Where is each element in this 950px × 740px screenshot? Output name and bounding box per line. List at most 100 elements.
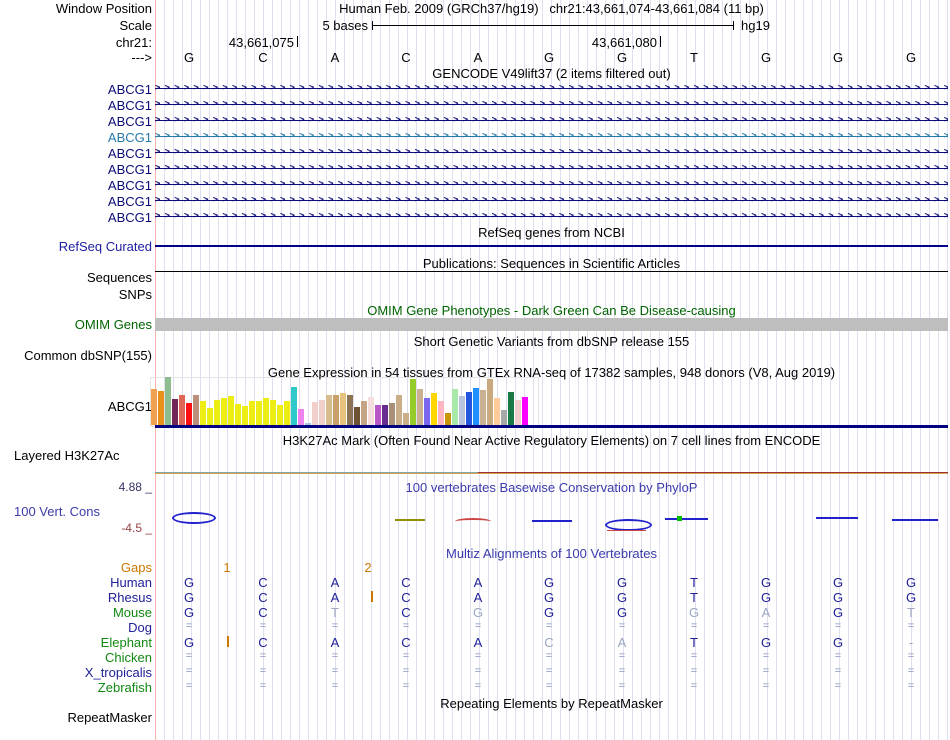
gtex-tissue-bar[interactable] xyxy=(263,398,269,425)
conservation-label[interactable]: 100 Vert. Cons xyxy=(14,504,100,519)
gtex-tissue-bar[interactable] xyxy=(354,407,360,425)
gtex-tissue-bar[interactable] xyxy=(158,391,164,425)
transcript-label[interactable]: ABCG1 xyxy=(107,114,152,129)
gtex-tissue-bar[interactable] xyxy=(277,405,283,425)
gtex-tissue-bar[interactable] xyxy=(256,401,262,425)
gtex-tissue-bar[interactable] xyxy=(389,403,395,425)
gtex-tissue-bar[interactable] xyxy=(382,405,388,425)
conservation-track-title[interactable]: 100 vertebrates Basewise Conservation by… xyxy=(405,480,698,495)
gtex-tissue-bar[interactable] xyxy=(375,405,381,425)
gtex-tissue-bar[interactable] xyxy=(424,398,430,425)
species-label[interactable]: Elephant xyxy=(100,635,152,650)
gtex-track-title[interactable]: Gene Expression in 54 tissues from GTEx … xyxy=(267,365,836,380)
gtex-tissue-bar[interactable] xyxy=(473,388,479,425)
gtex-tissue-bar[interactable] xyxy=(417,389,423,425)
species-label[interactable]: Mouse xyxy=(112,605,152,620)
transcript-label[interactable]: ABCG1 xyxy=(107,210,152,225)
gtex-tissue-bar[interactable] xyxy=(452,389,458,425)
refseq-curated-label[interactable]: RefSeq Curated xyxy=(58,239,152,254)
gtex-tissue-bar[interactable] xyxy=(221,398,227,425)
gtex-tissue-bar[interactable] xyxy=(515,400,521,425)
gtex-gene-label[interactable]: ABCG1 xyxy=(107,399,152,414)
omim-genes-label[interactable]: OMIM Genes xyxy=(74,317,152,332)
gtex-tissue-bar[interactable] xyxy=(319,400,325,425)
species-label[interactable]: Zebrafish xyxy=(97,680,152,695)
h3k27ac-signal-left[interactable] xyxy=(155,472,478,473)
transcript-item[interactable]: >>>>>>>>>>>>>>>>>>>>>>>>>>>>>>>>>>>>>>>>… xyxy=(155,146,948,159)
gtex-tissue-bar[interactable] xyxy=(410,379,416,425)
gtex-tissue-bar[interactable] xyxy=(368,397,374,425)
sequences-label[interactable]: Sequences xyxy=(86,270,152,285)
gtex-tissue-bar[interactable] xyxy=(270,400,276,425)
gtex-baseline[interactable] xyxy=(155,425,948,428)
gtex-tissue-bar[interactable] xyxy=(445,413,451,425)
transcript-item[interactable]: >>>>>>>>>>>>>>>>>>>>>>>>>>>>>>>>>>>>>>>>… xyxy=(155,82,948,95)
gtex-tissue-bar[interactable] xyxy=(151,389,157,425)
gtex-tissue-bar[interactable] xyxy=(179,395,185,425)
gtex-tissue-bar[interactable] xyxy=(291,387,297,425)
gtex-tissue-bar[interactable] xyxy=(438,401,444,425)
gtex-tissue-bar[interactable] xyxy=(186,403,192,425)
transcript-item[interactable]: >>>>>>>>>>>>>>>>>>>>>>>>>>>>>>>>>>>>>>>>… xyxy=(155,98,948,111)
gtex-tissue-bar[interactable] xyxy=(214,400,220,425)
refseq-track-title[interactable]: RefSeq genes from NCBI xyxy=(478,225,625,240)
dbsnp-track-title[interactable]: Short Genetic Variants from dbSNP releas… xyxy=(413,334,690,349)
transcript-label[interactable]: ABCG1 xyxy=(107,98,152,113)
transcript-item[interactable]: >>>>>>>>>>>>>>>>>>>>>>>>>>>>>>>>>>>>>>>>… xyxy=(155,162,948,175)
snps-label[interactable]: SNPs xyxy=(118,287,152,302)
gtex-tissue-bar[interactable] xyxy=(200,401,206,425)
gtex-tissue-bar[interactable] xyxy=(501,410,507,425)
gtex-tissue-bar[interactable] xyxy=(172,399,178,425)
gtex-tissue-bar[interactable] xyxy=(284,401,290,425)
gtex-tissue-bar[interactable] xyxy=(347,395,353,425)
gtex-tissue-bar[interactable] xyxy=(305,423,311,425)
transcript-item[interactable]: >>>>>>>>>>>>>>>>>>>>>>>>>>>>>>>>>>>>>>>>… xyxy=(155,194,948,207)
transcript-label[interactable]: ABCG1 xyxy=(107,146,152,161)
transcript-label[interactable]: ABCG1 xyxy=(107,130,152,145)
transcript-item[interactable]: >>>>>>>>>>>>>>>>>>>>>>>>>>>>>>>>>>>>>>>>… xyxy=(155,210,948,223)
gtex-tissue-bar[interactable] xyxy=(235,404,241,425)
species-label[interactable]: Dog xyxy=(128,620,152,635)
species-label[interactable]: X_tropicalis xyxy=(84,665,152,680)
h3k27ac-label[interactable]: Layered H3K27Ac xyxy=(14,448,120,463)
gtex-tissue-bar[interactable] xyxy=(326,395,332,425)
transcript-item[interactable]: >>>>>>>>>>>>>>>>>>>>>>>>>>>>>>>>>>>>>>>>… xyxy=(155,114,948,127)
gtex-tissue-bar[interactable] xyxy=(494,398,500,425)
transcript-label[interactable]: ABCG1 xyxy=(107,82,152,97)
gtex-tissue-bar[interactable] xyxy=(193,395,199,425)
transcript-item[interactable]: >>>>>>>>>>>>>>>>>>>>>>>>>>>>>>>>>>>>>>>>… xyxy=(155,130,948,143)
species-label[interactable]: Chicken xyxy=(105,650,152,665)
species-label[interactable]: Rhesus xyxy=(107,590,152,605)
gtex-tissue-bar[interactable] xyxy=(466,392,472,425)
transcript-label[interactable]: ABCG1 xyxy=(107,178,152,193)
repeatmasker-label[interactable]: RepeatMasker xyxy=(67,710,152,725)
gtex-tissue-bar[interactable] xyxy=(480,390,486,425)
gtex-tissue-bar[interactable] xyxy=(431,393,437,425)
gtex-tissue-bar[interactable] xyxy=(165,377,171,425)
gtex-tissue-bar[interactable] xyxy=(298,409,304,425)
gtex-tissue-bar[interactable] xyxy=(242,406,248,425)
gtex-tissue-bar[interactable] xyxy=(396,395,402,425)
omim-track-title[interactable]: OMIM Gene Phenotypes - Dark Green Can Be… xyxy=(367,303,736,318)
omim-gene-bar[interactable] xyxy=(155,318,948,331)
gtex-tissue-bar[interactable] xyxy=(228,396,234,425)
h3k27ac-signal-right[interactable] xyxy=(478,472,948,473)
gtex-tissue-bar[interactable] xyxy=(333,395,339,425)
repeatmasker-track-title[interactable]: Repeating Elements by RepeatMasker xyxy=(440,696,663,711)
gtex-tissue-bar[interactable] xyxy=(340,393,346,425)
gtex-tissue-bar[interactable] xyxy=(207,408,213,425)
gtex-tissue-bar[interactable] xyxy=(508,392,514,425)
transcript-label[interactable]: ABCG1 xyxy=(107,162,152,177)
dbsnp-label[interactable]: Common dbSNP(155) xyxy=(24,348,152,363)
publications-track-title[interactable]: Publications: Sequences in Scientific Ar… xyxy=(422,256,681,271)
gencode-track-title[interactable]: GENCODE V49lift37 (2 items filtered out) xyxy=(432,66,671,81)
gtex-tissue-bar[interactable] xyxy=(522,397,528,425)
gtex-tissue-bar[interactable] xyxy=(459,396,465,425)
gaps-row-label[interactable]: Gaps xyxy=(120,560,152,575)
gtex-tissue-bar[interactable] xyxy=(487,379,493,425)
publications-item-bar[interactable] xyxy=(155,271,948,272)
transcript-label[interactable]: ABCG1 xyxy=(107,194,152,209)
refseq-gene-bar[interactable] xyxy=(155,245,948,247)
gtex-tissue-bar[interactable] xyxy=(403,413,409,425)
gtex-tissue-bar[interactable] xyxy=(361,401,367,425)
